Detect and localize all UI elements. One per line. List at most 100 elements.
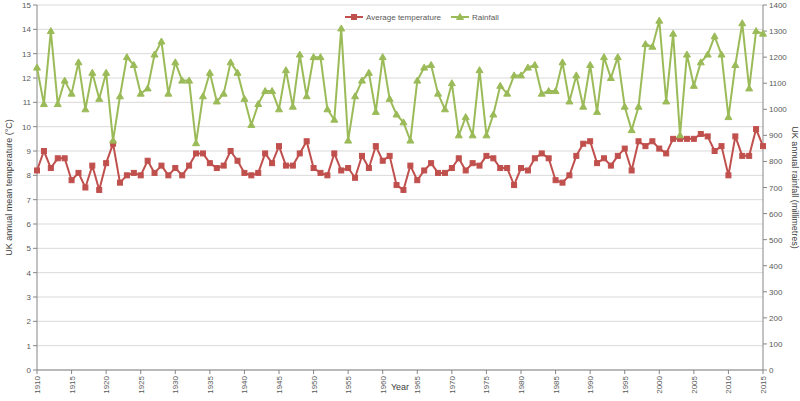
- tick: [33, 272, 37, 273]
- marker: [671, 136, 676, 141]
- marker: [165, 90, 172, 96]
- tick-label: 800: [769, 157, 783, 166]
- tick: [33, 321, 37, 322]
- tick-label: 2000: [655, 375, 664, 393]
- marker: [55, 156, 60, 161]
- tick: [33, 297, 37, 298]
- axis-title: UK annual mean temperature (°C): [4, 119, 14, 256]
- marker: [290, 163, 295, 168]
- background: [0, 0, 800, 401]
- axis-title: Year: [391, 382, 409, 392]
- grid-line: [37, 53, 763, 54]
- tick-label: 0: [769, 366, 774, 375]
- tick: [33, 126, 37, 127]
- marker: [262, 88, 269, 94]
- legend-label: Average temperature: [366, 13, 442, 22]
- marker: [732, 61, 739, 67]
- tick: [209, 370, 210, 374]
- marker: [560, 180, 565, 185]
- tick: [37, 370, 38, 374]
- axis-title: UK annual rainfall (millimetres): [790, 126, 800, 249]
- tick-label: 6: [27, 220, 32, 229]
- plot-area: [34, 17, 767, 192]
- marker: [366, 166, 371, 171]
- marker: [339, 168, 344, 173]
- marker: [353, 175, 358, 180]
- marker: [358, 77, 365, 83]
- tick: [33, 224, 37, 225]
- series-line: [37, 21, 763, 144]
- tick: [175, 370, 176, 374]
- tick: [244, 370, 245, 374]
- marker: [469, 132, 476, 138]
- tick: [313, 370, 314, 374]
- marker: [753, 28, 760, 34]
- marker: [82, 106, 89, 112]
- marker: [601, 156, 606, 161]
- tick-label: 1300: [769, 27, 787, 36]
- marker: [407, 137, 414, 143]
- grid-line: [37, 370, 763, 371]
- marker: [90, 163, 95, 168]
- marker: [227, 59, 234, 65]
- tick: [763, 109, 767, 110]
- tick: [33, 175, 37, 176]
- marker: [123, 54, 130, 60]
- marker: [159, 163, 164, 168]
- marker: [414, 77, 421, 83]
- tick-label: 2005: [690, 375, 699, 393]
- marker: [137, 90, 144, 96]
- marker: [600, 54, 607, 60]
- marker: [359, 153, 364, 158]
- marker: [760, 30, 767, 36]
- tick: [590, 370, 591, 374]
- marker: [456, 156, 461, 161]
- tick: [763, 161, 767, 162]
- tick-label: 5: [27, 244, 32, 253]
- marker: [607, 75, 614, 81]
- marker: [462, 114, 469, 120]
- marker: [401, 187, 406, 192]
- tick-label: 1970: [448, 375, 457, 393]
- axis-line: [763, 5, 764, 370]
- marker: [531, 61, 538, 67]
- marker: [636, 139, 641, 144]
- tick-label: 100: [769, 340, 783, 349]
- marker: [194, 151, 199, 156]
- marker: [110, 137, 117, 143]
- marker: [83, 185, 88, 190]
- marker: [373, 144, 378, 149]
- marker: [324, 106, 331, 112]
- tick: [140, 370, 141, 374]
- marker: [158, 38, 165, 44]
- marker: [138, 173, 143, 178]
- marker: [415, 178, 420, 183]
- marker: [740, 153, 745, 158]
- tick-label: 10: [22, 123, 31, 132]
- marker: [670, 30, 677, 36]
- marker: [747, 153, 752, 158]
- tick: [728, 370, 729, 374]
- tick-label: 1000: [769, 105, 787, 114]
- marker: [497, 82, 504, 88]
- marker: [103, 69, 110, 75]
- marker: [144, 85, 151, 91]
- tick: [763, 5, 767, 6]
- marker: [484, 153, 489, 158]
- marker: [47, 28, 54, 34]
- tick: [763, 265, 767, 266]
- marker: [304, 139, 309, 144]
- tick: [417, 370, 418, 374]
- tick: [33, 151, 37, 152]
- tick: [33, 78, 37, 79]
- marker: [34, 64, 41, 70]
- marker: [539, 151, 544, 156]
- marker: [429, 161, 434, 166]
- marker: [504, 90, 511, 96]
- tick-label: 1925: [137, 375, 146, 393]
- tick-label: 1955: [344, 375, 353, 393]
- marker: [270, 161, 275, 166]
- tick-label: 1935: [206, 375, 215, 393]
- tick-label: 600: [769, 210, 783, 219]
- marker: [594, 108, 601, 114]
